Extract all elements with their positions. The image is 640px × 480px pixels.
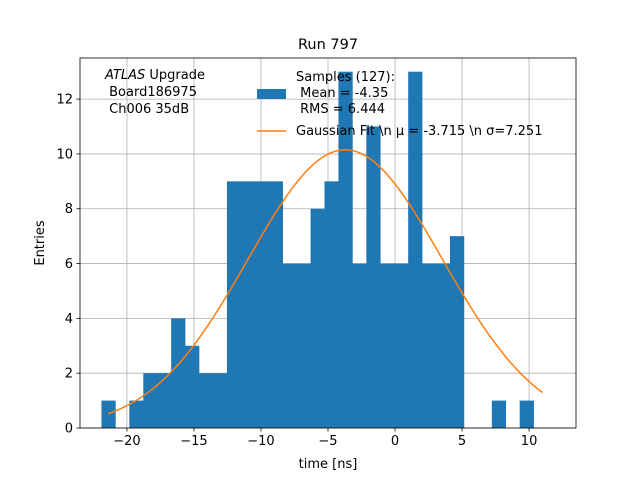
x-tick-label: −5 (318, 434, 337, 449)
legend-histogram-line-3: RMS = 6.444 (296, 102, 385, 117)
annotation-line-1: ATLAS Upgrade (104, 68, 205, 83)
x-tick-label: −20 (113, 434, 140, 449)
histogram-bar (171, 318, 186, 428)
x-axis-label: time [ns] (299, 457, 358, 472)
histogram-bar (338, 71, 353, 428)
fit-layer (107, 149, 543, 415)
y-tick-label: 2 (65, 367, 73, 382)
histogram-bar (352, 263, 367, 428)
legend-histogram-swatch (257, 89, 286, 99)
histogram-bar (212, 373, 228, 428)
histogram-bar (143, 373, 158, 428)
histogram-bar (366, 126, 381, 428)
x-tick-label: −10 (247, 434, 274, 449)
histogram-bar (519, 400, 534, 428)
atlas-annotation: ATLAS Upgrade Board186975 Ch006 35dB (104, 68, 205, 117)
y-tick-label: 0 (65, 422, 73, 437)
histogram-bars (101, 71, 534, 428)
histogram-bar (394, 263, 409, 428)
y-axis-label: Entries (33, 220, 48, 266)
histogram-bar (226, 181, 242, 428)
histogram-bar (422, 263, 437, 428)
annotation-board: Board186975 (105, 85, 197, 100)
y-tick-label: 8 (65, 202, 73, 217)
histogram-bar (491, 400, 507, 428)
gaussian-fit-line (107, 149, 543, 415)
histogram-bar (254, 181, 270, 428)
histogram-bar (408, 71, 423, 428)
legend-histogram-line-2: Mean = -4.35 (296, 86, 388, 101)
y-tick-label: 4 (65, 312, 73, 327)
histogram-bar (436, 263, 451, 428)
legend-histogram-line-1: Samples (127): (296, 70, 395, 85)
histogram-bar (324, 181, 339, 428)
legend: Samples (127): Mean = -4.35 RMS = 6.444 … (257, 70, 542, 139)
histogram-bar (199, 373, 214, 428)
histogram-bar (157, 373, 172, 428)
histogram-bar (380, 263, 395, 428)
x-tick-label: −15 (180, 434, 207, 449)
histogram-bar (310, 208, 325, 428)
y-tick-label: 12 (56, 93, 73, 108)
y-tick-label: 10 (56, 147, 73, 162)
annotation-atlas: ATLAS (104, 68, 145, 83)
y-tick-label: 6 (65, 257, 73, 272)
x-tick-label: 5 (458, 434, 466, 449)
histogram-bar (240, 181, 256, 428)
histogram-bar (282, 263, 297, 428)
x-tick-label: 10 (521, 434, 538, 449)
annotation-upgrade: Upgrade (145, 68, 205, 83)
legend-fit-label: Gaussian Fit \n μ = -3.715 \n σ=7.251 (296, 124, 542, 139)
axis-ticks: −20 −15 −10 −5 0 5 10 0 2 4 6 8 10 12 (56, 93, 537, 449)
histogram-bar (296, 263, 311, 428)
chart-title: Run 797 (298, 37, 358, 53)
histogram-bar (449, 236, 465, 428)
histogram-bar (185, 345, 200, 428)
annotation-channel: Ch006 35dB (105, 102, 189, 117)
x-tick-label: 0 (391, 434, 399, 449)
histogram-bar (268, 181, 283, 428)
histogram-bar (129, 400, 144, 428)
